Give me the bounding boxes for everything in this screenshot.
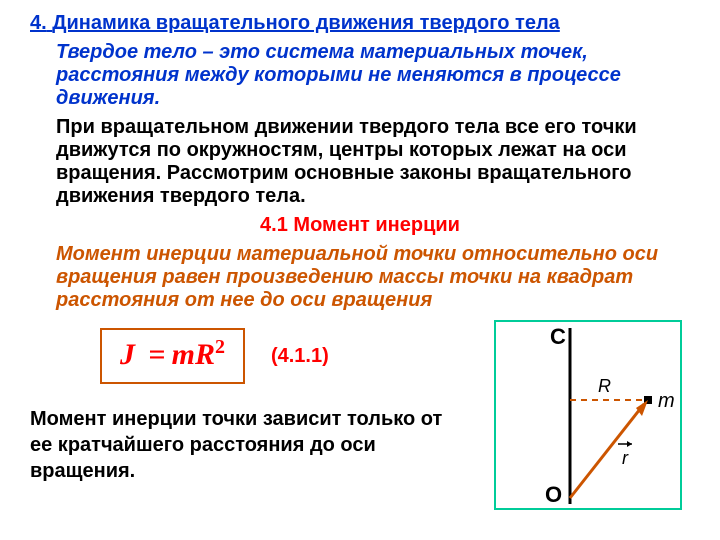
formula-m: m <box>172 338 195 371</box>
r-upper-label: R <box>598 376 611 396</box>
m-label: m <box>658 390 675 412</box>
r-lower-label: r <box>622 448 629 468</box>
r-vector-line <box>570 404 644 498</box>
formula: J =mR2 <box>120 338 225 371</box>
formula-eq: = <box>143 338 172 371</box>
diagram: C O R m r <box>494 320 682 510</box>
diagram-svg: C O R m r <box>496 322 684 512</box>
subsection-number: 4.1 <box>260 214 288 236</box>
body-text: При вращательном движении твердого тела … <box>30 116 690 208</box>
moment-definition: Момент инерции материальной точки относи… <box>30 243 690 312</box>
section-number: 4. <box>30 12 47 34</box>
c-label: C <box>550 324 566 349</box>
r-overarrow-head <box>627 441 632 447</box>
definition-text: Твердое тело – это система материальных … <box>30 41 690 110</box>
formula-exp: 2 <box>215 336 225 358</box>
o-label: O <box>545 482 562 507</box>
subsection-title-text: Момент инерции <box>293 214 460 236</box>
section-title-text: Динамика вращательного движения твердого… <box>52 12 560 34</box>
formula-R: R <box>195 338 215 371</box>
section-title: 4. Динамика вращательного движения тверд… <box>30 12 690 35</box>
subsection-title: 4.1 Момент инерции <box>30 214 690 237</box>
equation-number: (4.1.1) <box>271 345 329 368</box>
formula-box: J =mR2 <box>100 328 245 384</box>
bottom-text: Момент инерции точки зависит только от е… <box>30 406 450 484</box>
formula-lhs: J <box>120 338 135 371</box>
